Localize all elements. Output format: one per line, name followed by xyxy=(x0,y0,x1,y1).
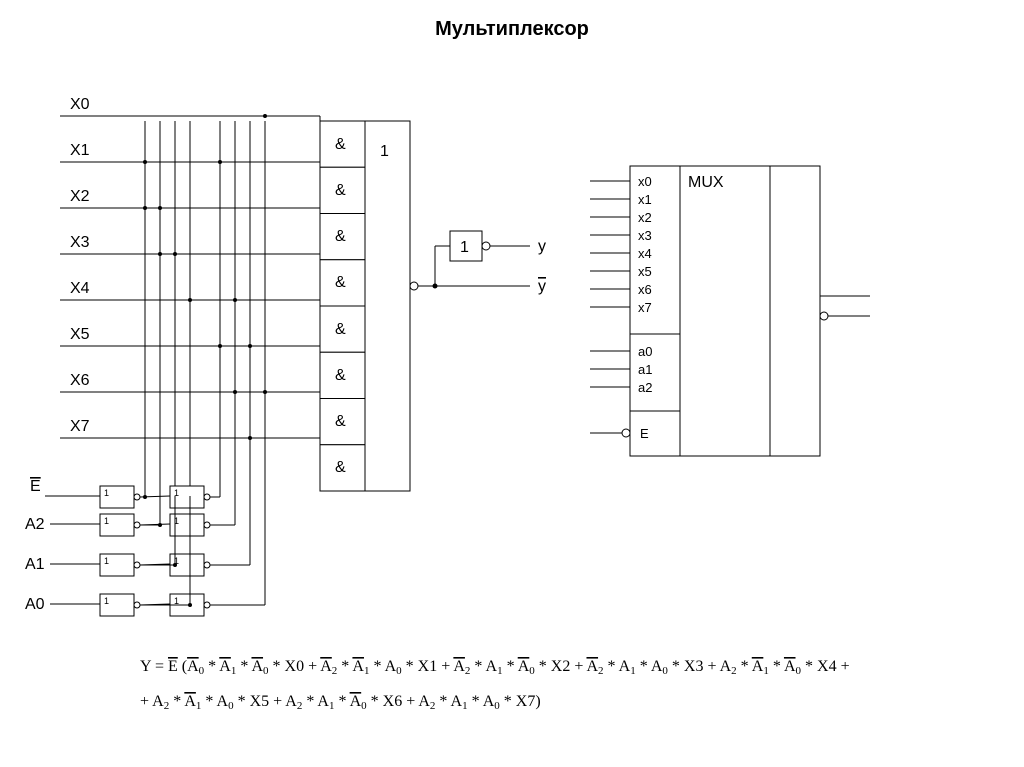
svg-text:&: & xyxy=(335,321,346,338)
svg-text:&: & xyxy=(335,136,346,153)
svg-text:X4: X4 xyxy=(70,280,90,297)
inverter-row: 1 1 1 1 1 1 1 1 xyxy=(100,486,265,616)
or-label: 1 xyxy=(380,143,389,160)
svg-text:x4: x4 xyxy=(638,246,652,261)
svg-text:1: 1 xyxy=(104,556,109,566)
svg-text:A1: A1 xyxy=(25,556,45,573)
svg-text:x1: x1 xyxy=(638,192,652,207)
formula: Y = E (A0 * A1 * A0 * X0 + A2 * A1 * A0 … xyxy=(140,658,850,712)
svg-text:X6: X6 xyxy=(70,372,90,389)
svg-text:X2: X2 xyxy=(70,188,90,205)
svg-text:&: & xyxy=(335,413,346,430)
svg-text:MUX: MUX xyxy=(688,174,724,191)
svg-text:x6: x6 xyxy=(638,282,652,297)
svg-text:&: & xyxy=(335,459,346,476)
svg-text:X3: X3 xyxy=(70,234,90,251)
output-y: y xyxy=(538,238,546,255)
svg-text:x5: x5 xyxy=(638,264,652,279)
svg-text:X0: X0 xyxy=(70,96,90,113)
svg-text:1: 1 xyxy=(460,239,469,256)
svg-text:1: 1 xyxy=(104,516,109,526)
svg-text:1: 1 xyxy=(104,596,109,606)
svg-text:X7: X7 xyxy=(70,418,90,435)
svg-text:X5: X5 xyxy=(70,326,90,343)
svg-text:+ A2 * A1 * A0 * X5 + A2 * A1: + A2 * A1 * A0 * X5 + A2 * A1 * A0 * X6 … xyxy=(140,693,541,712)
svg-text:X1: X1 xyxy=(70,142,90,159)
vertical-bus xyxy=(143,114,267,496)
svg-text:E: E xyxy=(640,426,649,441)
diagram-canvas: 1 & & & & & & & xyxy=(0,41,1024,761)
svg-text:a0: a0 xyxy=(638,344,652,359)
svg-text:x3: x3 xyxy=(638,228,652,243)
svg-text:x0: x0 xyxy=(638,174,652,189)
svg-text:E: E xyxy=(30,478,41,495)
or-output: y 1 y xyxy=(410,231,546,295)
svg-text:&: & xyxy=(335,367,346,384)
svg-text:x2: x2 xyxy=(638,210,652,225)
svg-text:1: 1 xyxy=(104,488,109,498)
svg-text:&: & xyxy=(335,228,346,245)
svg-text:a1: a1 xyxy=(638,362,652,377)
page-title: Мультиплексор xyxy=(0,0,1024,41)
svg-text:Y = E (A0 * A1 * A0 * X0 + A2: Y = E (A0 * A1 * A0 * X0 + A2 * A1 * A0 … xyxy=(140,658,850,677)
and-gates: & & & & & & & & xyxy=(320,121,365,491)
svg-text:&: & xyxy=(335,182,346,199)
mux-symbol: MUX x0 x1 x2 x3 x4 x5 x6 x7 a0 a1 a2 E xyxy=(590,166,870,456)
svg-text:x7: x7 xyxy=(638,300,652,315)
svg-text:A0: A0 xyxy=(25,596,45,613)
svg-text:a2: a2 xyxy=(638,380,652,395)
ctrl-inputs: E A2 A1 A0 xyxy=(25,478,100,613)
svg-text:&: & xyxy=(335,274,346,291)
output-ybar: y xyxy=(538,278,546,295)
svg-text:A2: A2 xyxy=(25,516,45,533)
